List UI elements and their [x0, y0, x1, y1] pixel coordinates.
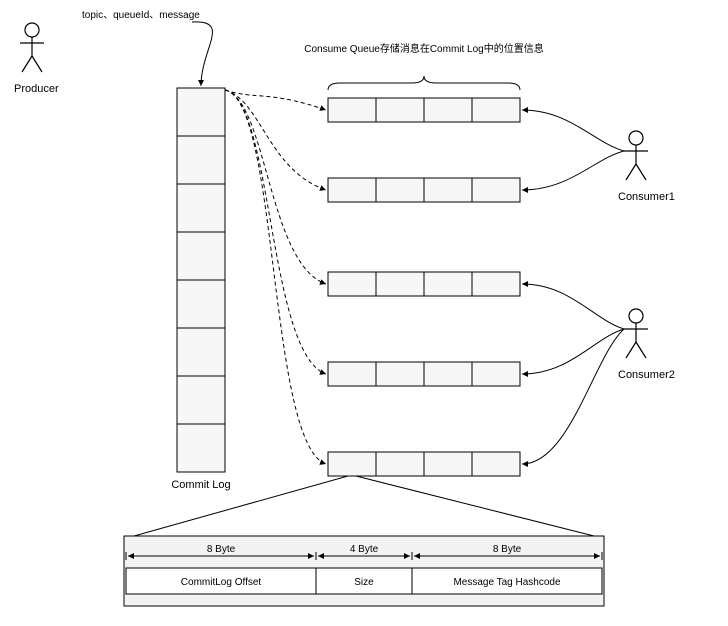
commit-log-cell: [177, 184, 225, 232]
consume-queue-cell: [472, 98, 520, 122]
consume-queue-cell: [424, 452, 472, 476]
detail-col-size: 4 Byte: [350, 544, 379, 555]
consume-queue-cell: [424, 178, 472, 202]
consumer: Consumer2: [522, 284, 675, 464]
commit-log-label: Commit Log: [171, 479, 230, 491]
commitlog-to-queue-arrow: [225, 90, 326, 110]
svg-text:Consume Queue存储消息在Commit Log中的: Consume Queue存储消息在Commit Log中的位置信息: [304, 42, 544, 55]
producer-arrow: [192, 22, 212, 86]
consume-queue-cell: [328, 272, 376, 296]
consume-queue-cell: [424, 98, 472, 122]
consume-queue-cell: [328, 98, 376, 122]
consume-queue-cell: [376, 98, 424, 122]
consume-queue-cell: [376, 452, 424, 476]
consume-queue-cell: [376, 362, 424, 386]
producer: Producer: [14, 23, 59, 95]
commit-log-cell: [177, 88, 225, 136]
detail-col-label: Size: [354, 577, 374, 588]
consumer-to-queue-arrow: [522, 329, 624, 374]
consume-queue-cell: [472, 452, 520, 476]
consume-queue-cell: [328, 362, 376, 386]
commitlog-to-queue-arrow: [225, 90, 326, 284]
consumer-to-queue-arrow: [522, 329, 624, 464]
consume-queue-cell: [328, 452, 376, 476]
commitlog-to-queue-arrow: [225, 90, 326, 374]
detail-callout-line: [134, 476, 348, 536]
consume-queue-cell: [376, 178, 424, 202]
commitlog-to-queue-arrow: [225, 90, 326, 464]
consume-queue-cell: [376, 272, 424, 296]
consumer: Consumer1: [522, 110, 675, 203]
consumer-to-queue-arrow: [522, 151, 624, 190]
queue-entry-detail: CommitLog Offset 8 Byte Size 4 Byte Message …: [124, 536, 604, 606]
consumer-to-queue-arrow: [522, 284, 624, 329]
commit-log: Commit Log: [171, 88, 230, 491]
commit-log-cell: [177, 424, 225, 472]
consume-queue-cell: [472, 362, 520, 386]
commit-log-cell: [177, 280, 225, 328]
detail-col-size: 8 Byte: [493, 544, 522, 555]
consume-queue-caption: Consume Queue存储消息在Commit Log中的位置信息: [304, 42, 544, 90]
consume-queue-cell: [424, 272, 472, 296]
detail-col-size: 8 Byte: [207, 544, 236, 555]
svg-text:Consumer2: Consumer2: [618, 369, 675, 381]
consume-queue-cell: [328, 178, 376, 202]
detail-col-label: Message Tag Hashcode: [453, 577, 561, 588]
svg-text:Consumer1: Consumer1: [618, 191, 675, 203]
commit-log-cell: [177, 136, 225, 184]
svg-text:Producer: Producer: [14, 83, 59, 95]
consumer-to-queue-arrow: [522, 110, 624, 151]
consume-queue-cell: [472, 178, 520, 202]
consume-queues: [328, 98, 520, 476]
detail-col-label: CommitLog Offset: [181, 577, 262, 588]
consume-queue-cell: [424, 362, 472, 386]
commit-log-cell: [177, 328, 225, 376]
detail-callout-line: [356, 476, 594, 536]
commit-log-cell: [177, 232, 225, 280]
consume-queue-cell: [472, 272, 520, 296]
producer-message-label: topic、queueId、message: [82, 10, 200, 21]
commit-log-cell: [177, 376, 225, 424]
